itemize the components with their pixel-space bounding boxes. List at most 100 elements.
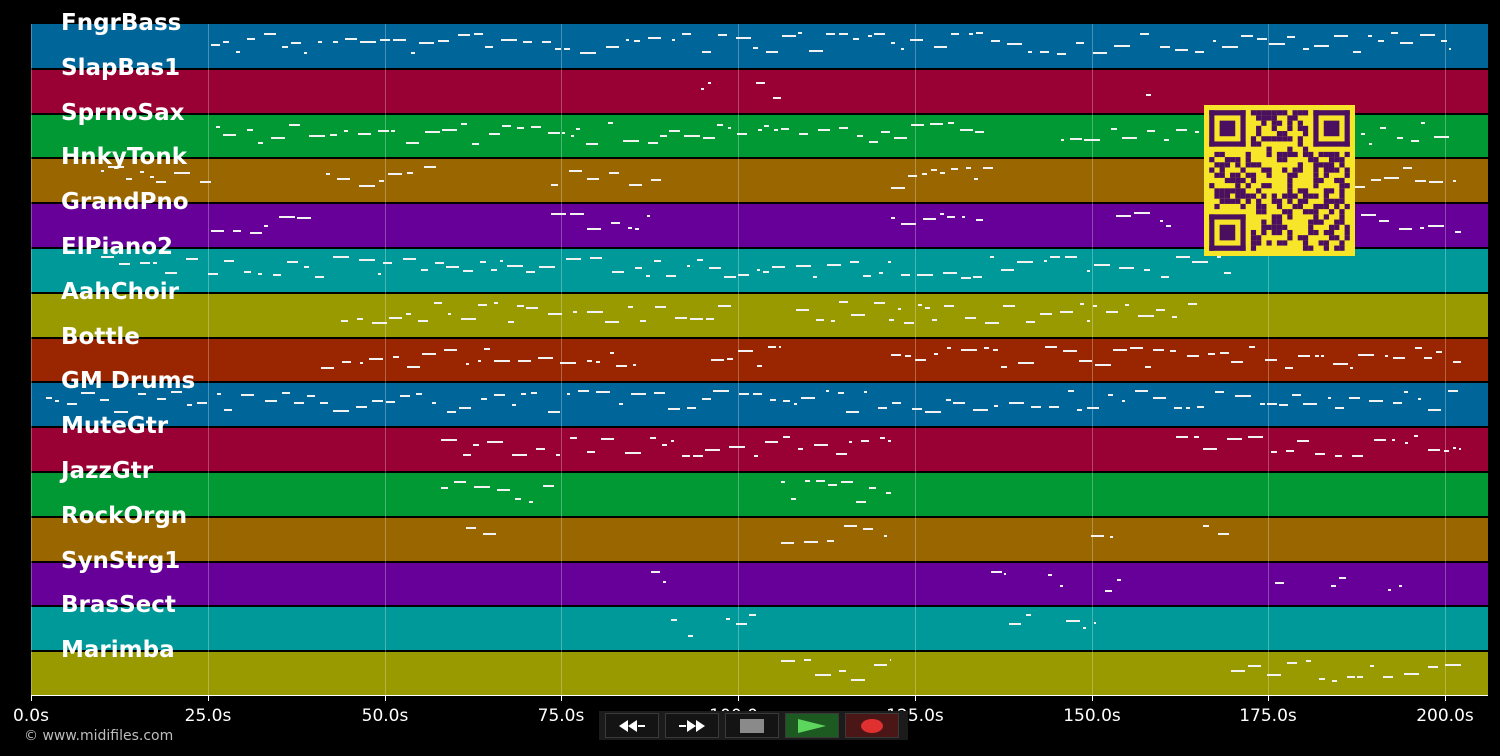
midi-note: [472, 143, 479, 145]
midi-note: [1399, 228, 1412, 230]
track-lane-brassect[interactable]: [31, 606, 1488, 651]
midi-note: [474, 486, 490, 488]
midi-note: [564, 48, 570, 50]
midi-note: [1397, 137, 1403, 139]
midi-note: [783, 400, 790, 402]
midi-note: [538, 357, 553, 359]
midi-note: [320, 402, 328, 404]
midi-note: [330, 134, 337, 136]
midi-note: [773, 97, 781, 99]
midi-note: [481, 398, 487, 400]
lane-separator: [31, 337, 1488, 339]
track-label: SprnoSax: [61, 100, 185, 126]
midi-note: [156, 181, 166, 183]
midi-note: [441, 439, 457, 441]
midi-note: [934, 46, 947, 48]
midi-note: [628, 306, 633, 308]
track-lane-bottle[interactable]: [31, 338, 1488, 383]
midi-note: [1424, 357, 1432, 359]
midi-note: [1050, 256, 1060, 258]
tick-mark: [31, 695, 32, 701]
midi-note: [442, 129, 457, 131]
midi-note: [1436, 351, 1442, 353]
track-lane-jazzgtr[interactable]: [31, 472, 1488, 517]
midi-note: [713, 390, 729, 392]
midi-note: [1113, 349, 1127, 351]
midi-note: [901, 48, 904, 50]
midi-note: [383, 262, 392, 264]
midi-note: [1303, 403, 1317, 405]
midi-note: [703, 137, 715, 139]
midi-note: [772, 266, 785, 268]
midi-note: [965, 317, 976, 319]
track-label: SlapBas1: [61, 55, 181, 81]
midi-note: [976, 219, 983, 221]
midi-note: [629, 184, 642, 186]
midi-note: [753, 393, 762, 395]
midi-note: [1385, 355, 1388, 357]
midi-note: [1217, 256, 1221, 258]
midi-note: [727, 358, 733, 360]
fast-forward-button[interactable]: [665, 713, 719, 738]
midi-note: [548, 132, 560, 134]
midi-note: [1164, 139, 1169, 141]
midi-note: [494, 302, 498, 304]
midi-note: [264, 225, 268, 227]
track-lane-gm-drums[interactable]: [31, 382, 1488, 427]
midi-note: [1428, 449, 1440, 451]
midi-note: [631, 393, 646, 395]
midi-note: [1111, 128, 1117, 130]
play-button[interactable]: [785, 713, 839, 738]
midi-note: [333, 410, 349, 412]
track-lane-aahchoir[interactable]: [31, 293, 1488, 338]
midi-note: [738, 350, 753, 352]
midi-note: [962, 216, 965, 218]
midi-note: [724, 276, 736, 278]
midi-note: [187, 404, 192, 406]
track-lane-marimba[interactable]: [31, 651, 1488, 696]
gridline: [738, 24, 739, 696]
stop-button[interactable]: [725, 713, 779, 738]
midi-note: [100, 399, 109, 401]
midi-note: [796, 265, 811, 267]
tick-label: 200.0s: [1416, 706, 1474, 726]
midi-note: [1449, 48, 1451, 50]
midi-note: [1119, 267, 1134, 269]
midi-note: [291, 42, 301, 44]
midi-note: [781, 481, 785, 483]
track-lane-fngrbass[interactable]: [31, 24, 1488, 69]
midi-note: [258, 142, 263, 144]
rewind-button[interactable]: [605, 713, 659, 738]
track-lane-rockorgn[interactable]: [31, 517, 1488, 562]
midi-note: [610, 352, 614, 354]
midi-note: [1339, 577, 1346, 579]
midi-note: [491, 269, 497, 271]
midi-note: [1350, 367, 1353, 369]
midi-note: [1060, 585, 1063, 587]
midi-note: [943, 272, 957, 274]
midi-note: [478, 304, 487, 306]
midi-note: [1445, 664, 1461, 666]
midi-note: [1455, 231, 1461, 233]
record-button[interactable]: [845, 713, 899, 738]
midi-note: [521, 393, 526, 395]
midi-note: [738, 274, 749, 276]
midi-note: [81, 392, 95, 394]
midi-note: [1420, 227, 1424, 229]
midi-note: [539, 266, 555, 268]
midi-note: [951, 33, 959, 35]
midi-note: [634, 40, 640, 42]
track-label: SynStrg1: [61, 548, 181, 574]
midi-note: [1328, 397, 1331, 399]
midi-note: [265, 400, 277, 402]
midi-note: [1351, 186, 1365, 188]
midi-note: [307, 395, 315, 397]
midi-note: [619, 403, 623, 405]
midi-note: [1405, 442, 1408, 444]
midi-note: [687, 265, 690, 267]
midi-note: [1009, 623, 1021, 625]
track-lane-mutegtr[interactable]: [31, 427, 1488, 472]
track-lane-synstrg1[interactable]: [31, 562, 1488, 607]
midi-note: [889, 319, 894, 321]
midi-note: [869, 487, 876, 489]
